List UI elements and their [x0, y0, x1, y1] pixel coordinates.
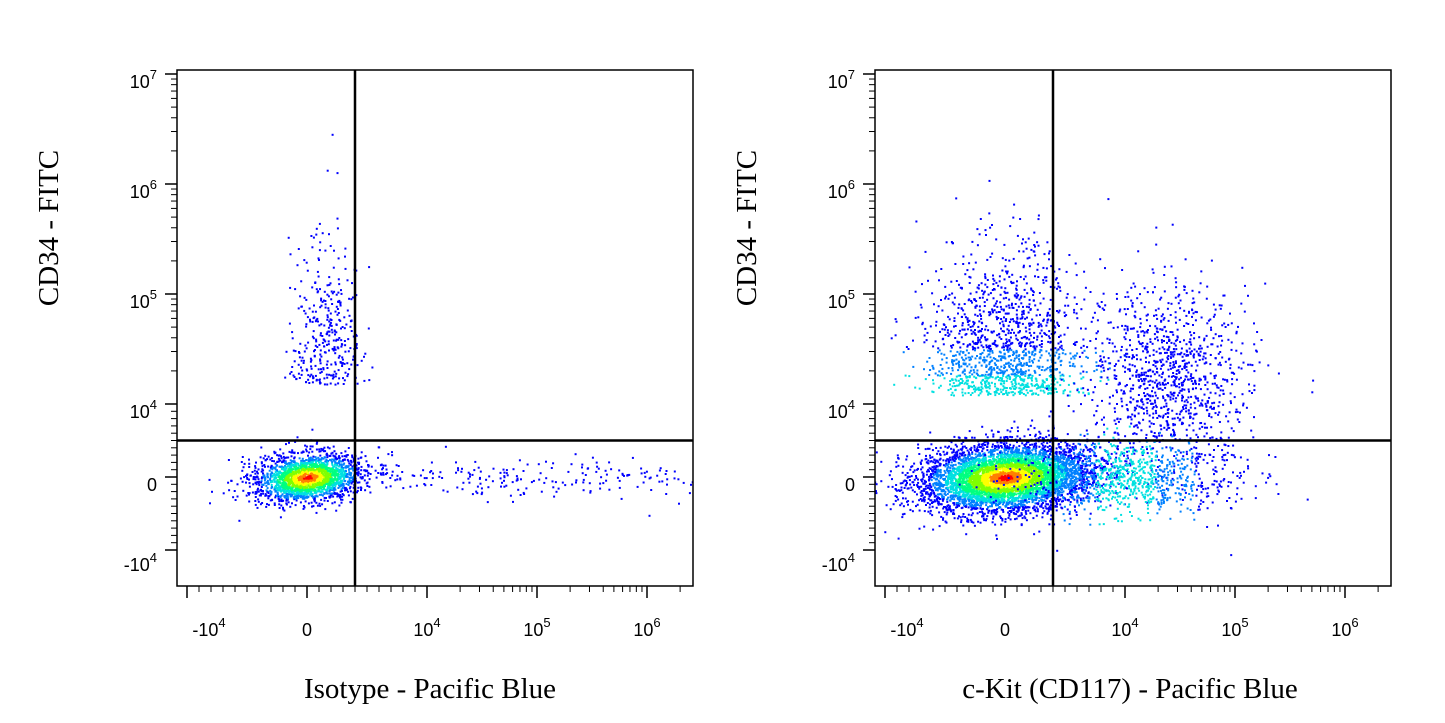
x-axis-title: c-Kit (CD117) - Pacific Blue	[962, 673, 1298, 705]
x-tick-label: 106	[1331, 615, 1358, 640]
x-tick-label: 106	[633, 615, 660, 640]
y-tick-label: 104	[130, 397, 157, 422]
y-tick-label: 0	[845, 475, 855, 495]
x-ticks	[884, 586, 1379, 598]
event-dots	[208, 133, 693, 522]
y-tick-label: 0	[147, 475, 157, 495]
x-tick-label: 0	[302, 620, 312, 640]
plot-frame	[176, 69, 694, 587]
x-tick-label: 0	[1000, 620, 1010, 640]
y-tick-label: 104	[828, 397, 855, 422]
y-axis-title: CD34 - FITC	[731, 150, 763, 306]
y-tick-label: -104	[124, 550, 157, 575]
isotype-panel: -104 0 104 105 106 107 106 105 104 0 -104 Isotype -…	[33, 67, 694, 705]
x-ticks	[186, 586, 681, 598]
y-ticks	[863, 73, 875, 551]
x-tick-label: 105	[1221, 615, 1248, 640]
y-tick-label: -104	[822, 550, 855, 575]
y-tick-label: 106	[130, 177, 157, 202]
y-tick-label: 105	[130, 287, 157, 312]
ckit-panel: -104 0 104 105 106 107 106 105 104 0 -104 c-Kit (CD…	[731, 67, 1392, 705]
y-tick-label: 107	[130, 67, 157, 92]
y-ticks	[165, 73, 177, 551]
plot-frame	[874, 69, 1392, 587]
y-tick-label: 106	[828, 177, 855, 202]
x-tick-label: 104	[1111, 615, 1138, 640]
x-tick-label: -104	[192, 615, 225, 640]
x-tick-label: -104	[890, 615, 923, 640]
x-tick-label: 104	[413, 615, 440, 640]
y-tick-label: 107	[828, 67, 855, 92]
y-axis-title: CD34 - FITC	[33, 150, 65, 306]
y-tick-label: 105	[828, 287, 855, 312]
x-tick-label: 105	[523, 615, 550, 640]
x-axis-title: Isotype - Pacific Blue	[304, 673, 556, 705]
event-dots	[875, 179, 1315, 557]
